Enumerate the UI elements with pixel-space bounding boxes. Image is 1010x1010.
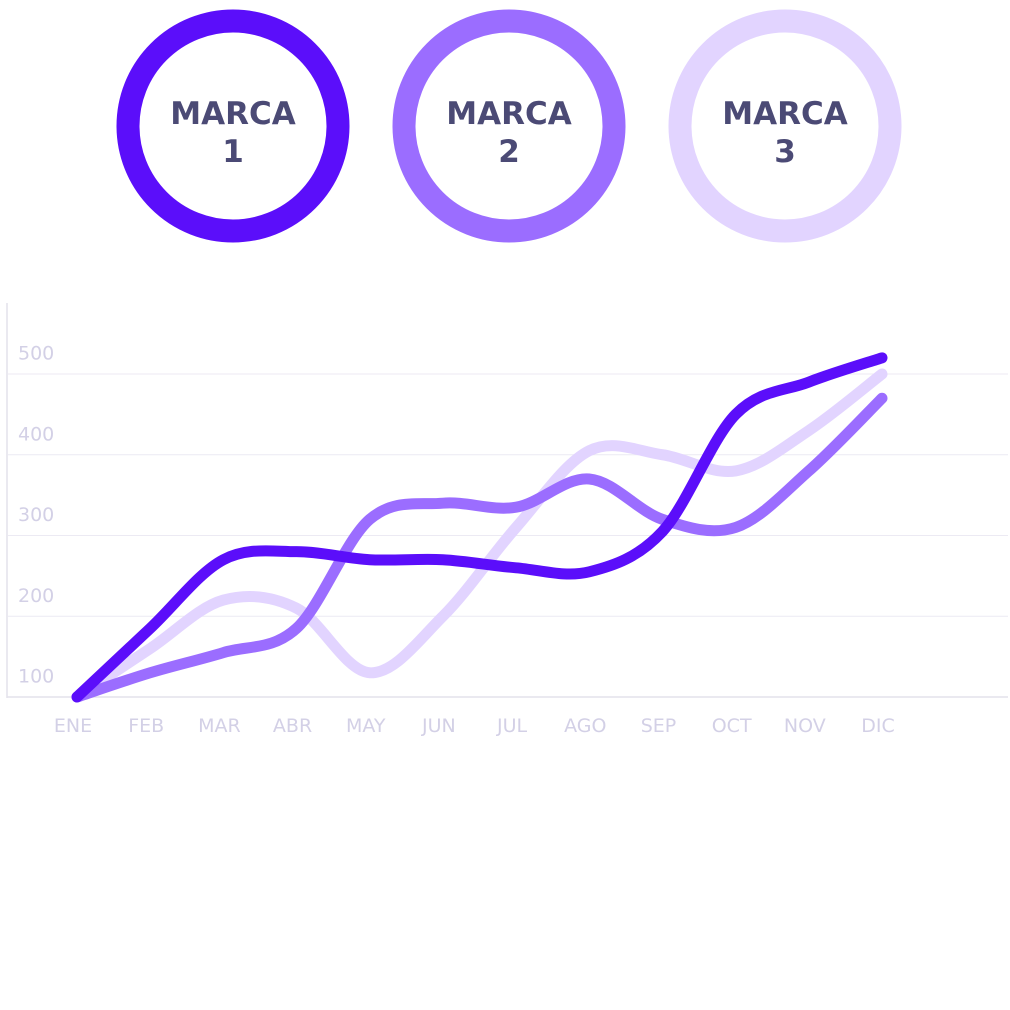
legend: MARCA 1 MARCA 2 MARCA 3 (116, 9, 902, 243)
x-axis-ticks: ENE FEB MAR ABR MAY JUN JUL AGO SEP OCT NOV DIC (54, 715, 895, 737)
legend-item-marca-3: MARCA 3 (668, 9, 902, 243)
legend-ring (668, 9, 902, 243)
legend-label: MARCA 1 (170, 96, 295, 170)
y-tick-100: 100 (18, 666, 54, 688)
legend-label: MARCA 3 (722, 96, 847, 170)
y-tick-500: 500 (18, 343, 54, 365)
legend-ring (392, 9, 626, 243)
legend-ring (116, 9, 350, 243)
x-tick-ago: AGO (564, 715, 606, 737)
x-tick-feb: FEB (128, 715, 164, 737)
legend-item-marca-1: MARCA 1 (116, 9, 350, 243)
y-axis-ticks: 100 200 300 400 500 (18, 343, 54, 688)
series-line-marca-1 (71, 352, 888, 703)
x-tick-sep: SEP (641, 715, 677, 737)
x-tick-ene: ENE (54, 715, 92, 737)
axes (6, 303, 1008, 698)
x-tick-abr: ABR (273, 715, 312, 737)
legend-label: MARCA 2 (446, 96, 571, 170)
y-tick-400: 400 (18, 423, 54, 445)
x-tick-oct: OCT (712, 715, 752, 737)
x-tick-mar: MAR (198, 715, 241, 737)
series-line-marca-3 (71, 368, 888, 703)
grid (8, 373, 1008, 617)
x-tick-dic: DIC (861, 715, 895, 737)
x-tick-jun: JUN (421, 715, 456, 737)
x-tick-jul: JUL (496, 715, 528, 737)
y-tick-300: 300 (18, 504, 54, 526)
x-tick-nov: NOV (784, 715, 826, 737)
x-tick-may: MAY (346, 715, 386, 737)
series-line-marca-2 (71, 392, 888, 703)
legend-item-marca-2: MARCA 2 (392, 9, 626, 243)
y-tick-200: 200 (18, 585, 54, 607)
series-lines (71, 352, 888, 703)
